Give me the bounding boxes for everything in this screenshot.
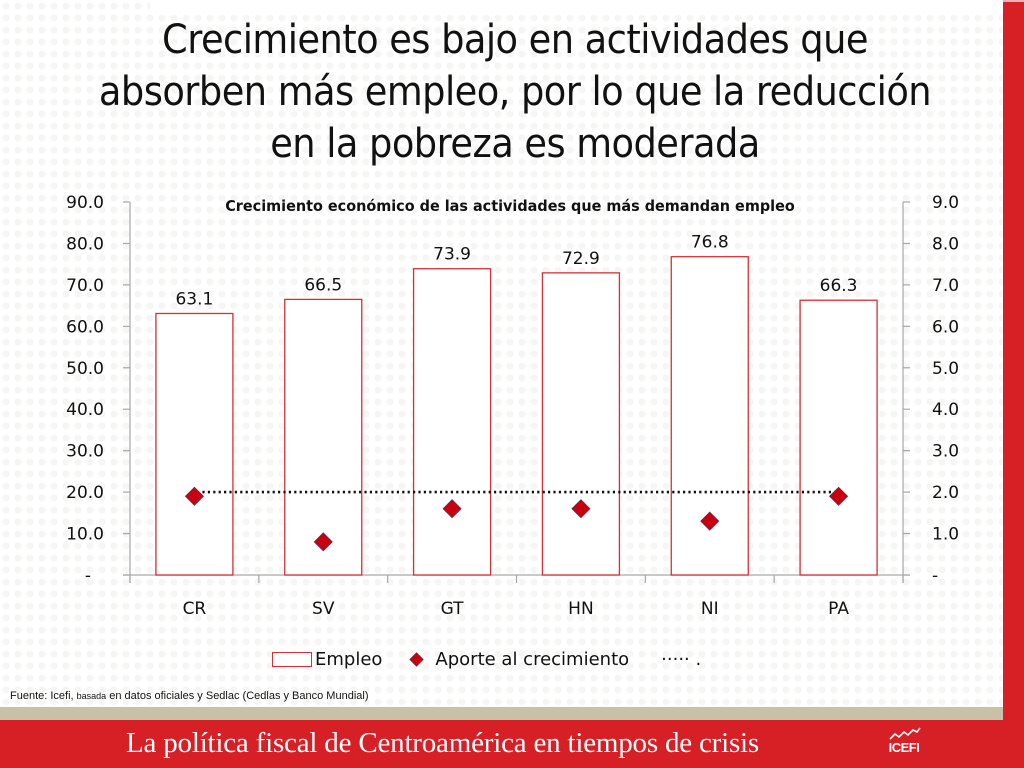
logo-trend-icon — [889, 727, 921, 740]
point-aporte — [700, 511, 720, 531]
y-right-tick-label: 1.0 — [932, 525, 959, 545]
brand-side-strip-top — [1003, 0, 1024, 2]
point-aporte — [442, 499, 462, 519]
y-right-tick-label: 3.0 — [932, 442, 959, 462]
source-note: Fuente: Icefi, basada en datos oficiales… — [10, 690, 369, 702]
footer-title: La política fiscal de Centroamérica en t… — [126, 727, 760, 759]
y-right-tick-label: 8.0 — [932, 234, 959, 254]
footer-bar — [0, 720, 1024, 768]
slide-title: Crecimiento es bajo en actividades que a… — [78, 14, 952, 170]
footer-tan-band — [0, 707, 1003, 720]
y-left-tick-label: 80.0 — [66, 234, 104, 254]
legend-label-aporte: Aporte al crecimiento — [435, 648, 630, 670]
x-tick-label: SV — [312, 599, 335, 619]
bar-data-label: 76.8 — [691, 233, 729, 253]
y-right-tick-label: 2.0 — [932, 483, 959, 503]
bar-data-label: 73.9 — [433, 245, 471, 265]
bar-empleo — [155, 312, 234, 576]
bar-data-label: 63.1 — [175, 289, 213, 309]
bar-empleo — [541, 272, 621, 576]
y-left-tick-label: 90.0 — [66, 193, 104, 213]
chart-legend: Empleo Aporte al crecimiento ····· . — [272, 646, 701, 672]
brand-side-strip — [1003, 0, 1024, 768]
slide-title-line: Crecimiento es bajo en actividades que — [162, 17, 868, 63]
point-aporte — [184, 486, 204, 506]
point-aporte — [829, 486, 849, 506]
bar-empleo — [799, 299, 878, 576]
bar-data-label: 66.3 — [820, 276, 858, 296]
bar-empleo — [412, 268, 492, 576]
y-right-tick-label: 9.0 — [932, 193, 959, 213]
bar-data-label: 72.9 — [562, 249, 600, 269]
y-right-tick-label: 4.0 — [932, 400, 959, 420]
x-tick-label: GT — [441, 599, 465, 619]
x-tick-label: PA — [828, 599, 849, 619]
legend-diamond-icon — [410, 652, 424, 666]
bar-data-label: 66.5 — [304, 275, 342, 295]
legend-label-empleo: Empleo — [315, 648, 383, 670]
y-left-tick-label: 70.0 — [66, 276, 104, 296]
source-prefix: Fuente: Icefi, — [10, 690, 77, 702]
y-right-tick-label: 5.0 — [932, 359, 959, 379]
chart-title: Crecimiento económico de las actividades… — [225, 197, 795, 216]
y-right-tick-label: - — [932, 566, 938, 586]
x-tick-label: CR — [183, 599, 207, 619]
legend-swatch-empleo — [272, 651, 312, 667]
x-tick-label: HN — [568, 599, 594, 619]
source-suffix: en datos oficiales y Sedlac (Cedlas y Ba… — [106, 690, 369, 702]
chart: Crecimiento económico de las actividades… — [66, 193, 959, 619]
y-right-tick-label: 7.0 — [932, 276, 959, 296]
source-small: basada — [76, 691, 107, 701]
slide-title-line: en la pobreza es moderada — [270, 121, 760, 167]
x-tick-label: NI — [701, 599, 719, 619]
y-left-tick-label: 10.0 — [66, 525, 104, 545]
y-left-tick-label: 20.0 — [66, 483, 104, 503]
y-right-tick-label: 6.0 — [932, 317, 959, 337]
legend-dotted-line-label: ····· . — [661, 648, 702, 670]
y-left-tick-label: 50.0 — [66, 359, 104, 379]
y-left-tick-label: 40.0 — [66, 400, 104, 420]
y-left-tick-label: 30.0 — [66, 442, 104, 462]
y-left-tick-label: 60.0 — [66, 317, 104, 337]
bar-empleo — [284, 298, 363, 576]
y-left-tick-label: - — [85, 566, 91, 586]
slide-title-line: absorben más empleo, por lo que la reduc… — [98, 69, 932, 115]
icefi-logo: ICEFI — [886, 727, 922, 761]
point-aporte — [571, 499, 591, 519]
point-aporte — [313, 532, 333, 552]
logo-text: ICEFI — [888, 740, 920, 755]
